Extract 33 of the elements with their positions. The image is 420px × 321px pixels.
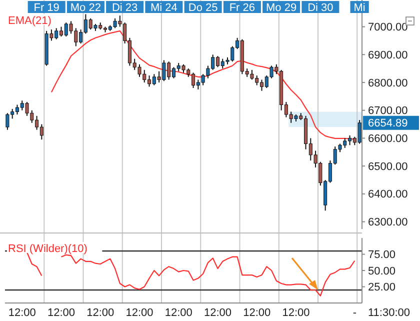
x-tick-label: Mo 22 bbox=[70, 2, 101, 14]
y-tick-label: 7000.00 bbox=[368, 22, 408, 34]
x-tick-label: Di 23 bbox=[112, 2, 138, 14]
x-tick-label: 12:00 bbox=[243, 307, 271, 319]
text: 6654.89 bbox=[368, 118, 408, 130]
x-tick-label: 12:00 bbox=[47, 307, 76, 319]
y-tick-label: 6900.00 bbox=[368, 49, 408, 62]
y-tick-label: 50.00 bbox=[368, 265, 396, 278]
x-tick-label: Mi 24 bbox=[150, 2, 178, 14]
y-tick-label: 25.00 bbox=[368, 282, 396, 294]
x-tick-label: Mi bbox=[354, 2, 366, 14]
x-tick-label: - bbox=[352, 307, 357, 319]
y-tick-label: 6400.00 bbox=[368, 188, 408, 201]
series-label: RSI (Wilder)(10) bbox=[8, 243, 88, 255]
x-tick-label: Do 25 bbox=[188, 2, 218, 14]
y-tick-label: 6300.00 bbox=[368, 216, 408, 229]
x-tick-label: 12:00 bbox=[8, 307, 36, 319]
y-tick-label: 6600.00 bbox=[368, 133, 408, 146]
text: EMA(21) bbox=[8, 15, 52, 27]
x-tick-label: 12:00 bbox=[164, 307, 192, 319]
x-tick-label: Mo 29 bbox=[266, 2, 297, 14]
x-tick-label: Fr 19 bbox=[34, 2, 60, 14]
x-tick-label: 12:00 bbox=[204, 307, 232, 319]
y-tick-label: 75.00 bbox=[368, 249, 396, 262]
y-tick-label: 6800.00 bbox=[368, 77, 408, 90]
x-tick-label: Fr 26 bbox=[229, 2, 256, 14]
y-tick-label: 6500.00 bbox=[368, 160, 408, 173]
x-tick-label: 11:30:00 bbox=[368, 307, 410, 319]
x-tick-label: 12:00 bbox=[282, 307, 310, 319]
x-tick-label: 12:00 bbox=[86, 307, 114, 319]
x-tick-label: 12:00 bbox=[126, 307, 154, 319]
y-tick-label: 6700.00 bbox=[368, 105, 408, 118]
x-tick-label: Di 30 bbox=[308, 2, 334, 14]
